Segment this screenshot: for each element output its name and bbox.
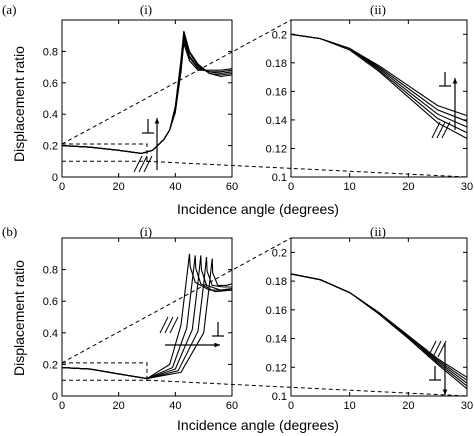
subpanel-label-a-ii: (ii) bbox=[370, 2, 386, 17]
y-tick-label-a-ii-1: 0.12 bbox=[266, 143, 287, 155]
slash-mark-b-i-1 bbox=[164, 316, 174, 334]
y-tick-label-b-i-2: 0.4 bbox=[43, 328, 58, 340]
annotations-layer bbox=[61, 19, 468, 397]
y-tick-label-a-ii-5: 0.2 bbox=[272, 29, 287, 41]
series-line-b-i-2 bbox=[61, 255, 233, 380]
x-tick-label-a-i-3: 60 bbox=[226, 181, 238, 193]
x-tick-label-b-ii-0: 0 bbox=[288, 400, 294, 412]
zoom-connector-bottom-b bbox=[146, 379, 468, 397]
y-tick-label-b-i-0: 0 bbox=[52, 391, 58, 403]
slash-mark-b-i-0 bbox=[159, 316, 169, 334]
x-tick-label-a-ii-3: 30 bbox=[461, 181, 473, 193]
subpanel-label-b-i: (i) bbox=[140, 224, 152, 239]
y-tick-label-a-ii-0: 0.1 bbox=[272, 172, 287, 184]
xlabel-top: Incidence angle (degrees) bbox=[177, 201, 339, 217]
y-tick-label-a-ii-4: 0.18 bbox=[266, 58, 287, 70]
series-line-b-i-0 bbox=[61, 253, 232, 380]
x-tick-label-b-i-0: 0 bbox=[59, 400, 65, 412]
x-tick-label-a-i-1: 20 bbox=[113, 181, 125, 193]
y-tick-label-a-i-0: 0 bbox=[52, 172, 58, 184]
arrow-head-b-i bbox=[214, 342, 220, 348]
panels-layer: 0 20 40 60 0 0.2 0.4 0.6 0.8 0 10 20 30 0.1 0.12 0.14 0.… bbox=[43, 19, 473, 412]
y-tick-label-b-ii-5: 0.2 bbox=[272, 247, 287, 259]
row-label-a: (a) bbox=[2, 2, 16, 17]
series-line-b-i-3 bbox=[61, 256, 232, 380]
x-tick-label-a-ii-1: 10 bbox=[344, 181, 356, 193]
y-tick-label-b-i-4: 0.8 bbox=[43, 265, 58, 277]
polarization-glyph-b-ii bbox=[429, 366, 441, 381]
series-line-a-ii-0 bbox=[290, 33, 468, 117]
y-tick-label-b-i-3: 0.6 bbox=[43, 296, 58, 308]
plot-frame-b-ii bbox=[290, 237, 468, 397]
series-line-a-ii-2 bbox=[290, 33, 468, 128]
x-tick-label-b-i-2: 40 bbox=[169, 400, 181, 412]
plot-frame-a-ii bbox=[290, 19, 468, 178]
series-line-a-i-2 bbox=[61, 37, 233, 154]
x-tick-label-b-ii-2: 20 bbox=[402, 400, 414, 412]
x-tick-label-b-ii-1: 10 bbox=[344, 400, 356, 412]
x-tick-label-b-i-1: 20 bbox=[113, 400, 125, 412]
y-tick-label-a-i-2: 0.4 bbox=[43, 109, 58, 121]
zoom-box-a-i bbox=[62, 143, 148, 162]
series-line-b-ii-3 bbox=[290, 273, 468, 387]
slash-mark-b-i-2 bbox=[169, 316, 179, 334]
series-line-a-ii-1 bbox=[290, 33, 468, 122]
zoom-box-b-i bbox=[62, 362, 148, 381]
y-tick-label-a-ii-3: 0.16 bbox=[266, 86, 287, 98]
plot-frame-a-i bbox=[61, 19, 233, 178]
x-tick-label-a-i-2: 40 bbox=[169, 181, 181, 193]
arrow-head-a-ii bbox=[452, 78, 458, 84]
x-tick-label-a-ii-0: 0 bbox=[288, 181, 294, 193]
slash-mark-b-ii-0 bbox=[427, 340, 437, 358]
x-tick-label-a-ii-2: 20 bbox=[402, 181, 414, 193]
slash-mark-b-ii-2 bbox=[437, 340, 447, 358]
slash-mark-b-ii-1 bbox=[432, 340, 442, 358]
polarization-glyph-b-i bbox=[212, 322, 224, 337]
series-line-b-i-4 bbox=[61, 258, 233, 380]
ylabel-top: Displacement ratio bbox=[11, 46, 27, 162]
arrow-head-b-ii bbox=[442, 389, 448, 395]
x-tick-label-a-i-0: 0 bbox=[59, 181, 65, 193]
y-tick-label-b-ii-2: 0.14 bbox=[266, 334, 287, 346]
x-tick-label-b-i-3: 60 bbox=[226, 400, 238, 412]
slash-mark-a-i-1 bbox=[138, 155, 148, 173]
y-tick-label-b-ii-1: 0.12 bbox=[266, 362, 287, 374]
slash-mark-a-i-0 bbox=[133, 155, 143, 173]
subpanel-label-a-i: (i) bbox=[140, 2, 152, 17]
y-tick-label-a-ii-2: 0.14 bbox=[266, 115, 287, 127]
plot-frame-b-i bbox=[61, 237, 233, 397]
series-line-a-i-1 bbox=[61, 33, 233, 154]
x-tick-label-b-ii-3: 30 bbox=[461, 400, 473, 412]
series-line-a-i-4 bbox=[61, 43, 233, 154]
series-line-a-ii-3 bbox=[290, 33, 468, 134]
slash-mark-a-ii-2 bbox=[441, 121, 451, 139]
y-tick-label-a-i-1: 0.2 bbox=[43, 141, 58, 153]
zoom-connector-top-a bbox=[61, 19, 292, 145]
y-tick-label-b-ii-3: 0.16 bbox=[266, 305, 287, 317]
y-tick-label-a-i-3: 0.6 bbox=[43, 78, 58, 90]
series-line-a-ii-4 bbox=[290, 33, 468, 139]
zoom-connector-top-b bbox=[61, 237, 292, 364]
polarization-glyph-a-ii bbox=[439, 72, 451, 87]
arrow-head-a-i bbox=[154, 118, 160, 124]
zoom-connector-bottom-a bbox=[146, 160, 468, 178]
ylabel-bottom: Displacement ratio bbox=[11, 260, 27, 376]
slash-mark-a-ii-1 bbox=[436, 121, 446, 139]
y-tick-label-b-ii-0: 0.1 bbox=[272, 391, 287, 403]
y-tick-label-b-ii-4: 0.18 bbox=[266, 276, 287, 288]
series-line-a-i-0 bbox=[61, 30, 233, 154]
subpanel-label-b-ii: (ii) bbox=[370, 224, 386, 239]
xlabel-bottom: Incidence angle (degrees) bbox=[177, 417, 339, 433]
slash-mark-a-i-2 bbox=[143, 155, 153, 173]
series-line-a-i-3 bbox=[61, 40, 233, 154]
y-tick-label-b-i-1: 0.2 bbox=[43, 359, 58, 371]
slash-mark-a-ii-0 bbox=[431, 121, 441, 139]
series-line-b-ii-4 bbox=[290, 273, 468, 390]
polarization-glyph-a-i bbox=[142, 119, 154, 134]
y-tick-label-a-i-4: 0.8 bbox=[43, 46, 58, 58]
series-line-b-i-1 bbox=[61, 255, 233, 380]
row-label-b: (b) bbox=[2, 224, 17, 239]
